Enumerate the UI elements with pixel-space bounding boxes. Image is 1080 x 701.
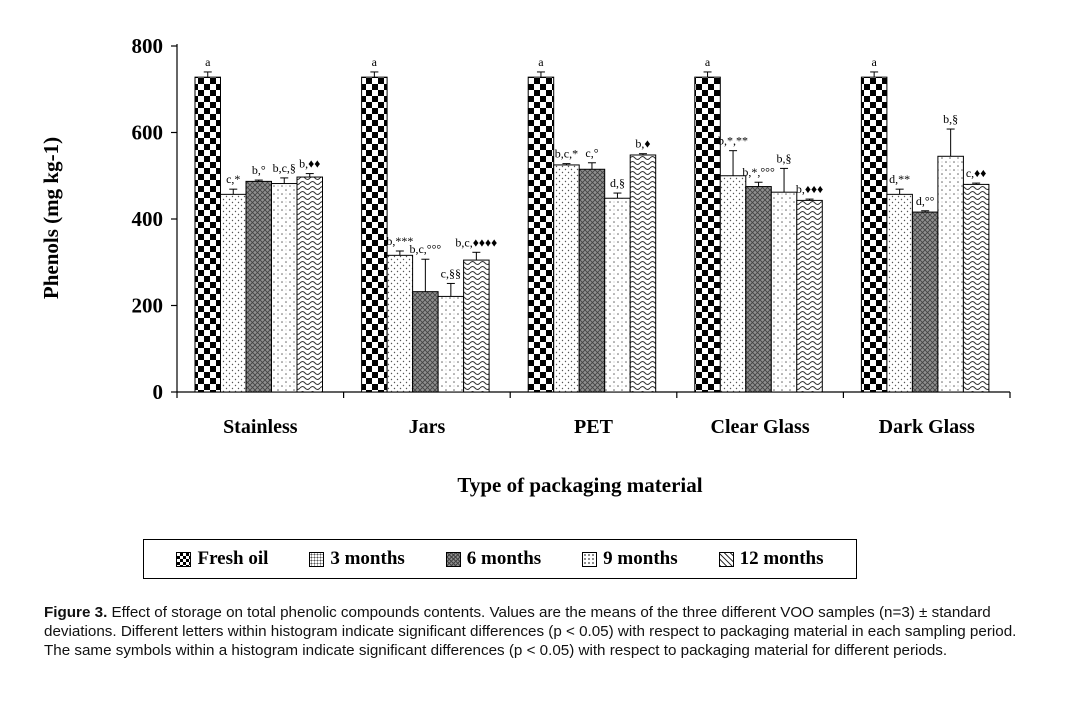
bar-label: b,c,♦♦♦♦ xyxy=(455,235,497,249)
bar xyxy=(245,180,272,393)
bar-label: a xyxy=(538,55,544,69)
chart-legend: Fresh oil 3 months 6 months 9 months 12 mont… xyxy=(143,539,857,579)
bar-label: b,§ xyxy=(943,112,958,126)
bar-label: b,*,** xyxy=(718,134,748,148)
bar xyxy=(770,191,798,393)
bar xyxy=(296,176,323,393)
y-tick-label: 400 xyxy=(132,207,164,231)
x-tick-label: Dark Glass xyxy=(879,416,975,438)
bar xyxy=(437,295,465,393)
bar-label: d,** xyxy=(889,172,910,186)
legend-swatch xyxy=(309,551,325,567)
legend-item: 9 months xyxy=(582,548,678,570)
legend-swatch xyxy=(176,551,192,567)
bar xyxy=(937,155,964,393)
bar xyxy=(796,199,823,393)
legend-label: Fresh oil xyxy=(197,548,269,569)
y-axis-title: Phenols (mg kg-1) xyxy=(39,137,63,299)
legend-swatch xyxy=(582,551,598,567)
bar xyxy=(694,76,721,393)
bar-label: c,♦♦ xyxy=(966,166,987,180)
bar-label: b,§ xyxy=(777,151,792,165)
bar xyxy=(463,259,490,393)
bar xyxy=(962,183,990,393)
bar xyxy=(886,193,913,393)
bars: a c,* b,° b,c,§ b,♦♦ a b,***b,c,°°°c,§§ b,c,♦♦♦… xyxy=(194,55,990,393)
bar-label: a xyxy=(205,55,211,69)
bar-label: b,*** xyxy=(386,234,413,248)
phenols-bar-chart: 0 200 400 600 800 Stainless Jars PET Clear Glas… xyxy=(39,34,1011,497)
x-tick-label: Jars xyxy=(409,416,446,438)
bar-label: d,§ xyxy=(610,176,625,190)
legend-label: 6 months xyxy=(466,548,542,569)
x-axis-title: Type of packaging material xyxy=(457,473,702,497)
bar-label: b,c,§ xyxy=(273,161,296,175)
figure-label: Figure 3. xyxy=(44,604,108,621)
bar xyxy=(911,211,939,393)
bar-label: a xyxy=(705,55,711,69)
y-tick-label: 0 xyxy=(153,380,164,404)
y-tick-label: 200 xyxy=(132,294,164,318)
bar xyxy=(578,168,606,393)
bar xyxy=(271,183,298,393)
legend-label: 9 months xyxy=(603,548,678,569)
bar-label: a xyxy=(372,55,378,69)
bar xyxy=(361,76,388,393)
bar xyxy=(553,164,580,393)
y-tick-label: 800 xyxy=(132,34,164,58)
bar-label: b,c,* xyxy=(555,147,578,161)
legend-item: 3 months xyxy=(309,548,405,570)
bar xyxy=(604,197,631,393)
bar xyxy=(386,254,414,393)
legend-swatch xyxy=(718,551,734,567)
bar xyxy=(719,175,747,393)
bar-label: b,♦♦♦ xyxy=(796,182,823,196)
x-tick-label: Clear Glass xyxy=(711,416,810,438)
figure-caption: Figure 3. Effect of storage on total phe… xyxy=(44,603,1034,660)
legend-item: 6 months xyxy=(445,548,542,570)
x-tick-label: Stainless xyxy=(223,416,298,438)
bar xyxy=(412,291,439,393)
x-tick-label: PET xyxy=(574,416,614,438)
legend-item: 12 months xyxy=(718,548,824,570)
legend-swatch xyxy=(445,551,461,567)
bar-label: b,♦ xyxy=(635,137,650,151)
bar-label: c,° xyxy=(585,146,598,160)
legend-label: 12 months xyxy=(739,548,824,569)
bar-label: b,*,°°° xyxy=(742,165,775,179)
bar-label: c,§§ xyxy=(441,266,461,280)
bar-label: c,* xyxy=(226,172,240,186)
bar xyxy=(220,193,247,393)
bar xyxy=(527,76,555,393)
bar-label: a xyxy=(871,55,877,69)
bar xyxy=(629,154,657,393)
y-ticks: 0 200 400 600 800 xyxy=(132,34,177,404)
bar-label: b,c,°°° xyxy=(409,242,441,256)
legend-item: Fresh oil xyxy=(176,548,268,570)
bar xyxy=(860,76,888,393)
bar-label: d,°° xyxy=(916,194,935,208)
x-ticks: Stainless Jars PET Clear Glass Dark Glass xyxy=(176,392,1011,438)
bar-label: b,♦♦ xyxy=(299,157,320,171)
bar xyxy=(745,186,772,393)
bar-label: b,° xyxy=(252,163,266,177)
y-tick-label: 600 xyxy=(132,121,164,145)
caption-text: Effect of storage on total phenolic comp… xyxy=(44,604,1017,659)
bar xyxy=(194,76,221,393)
legend-label: 3 months xyxy=(330,548,405,569)
